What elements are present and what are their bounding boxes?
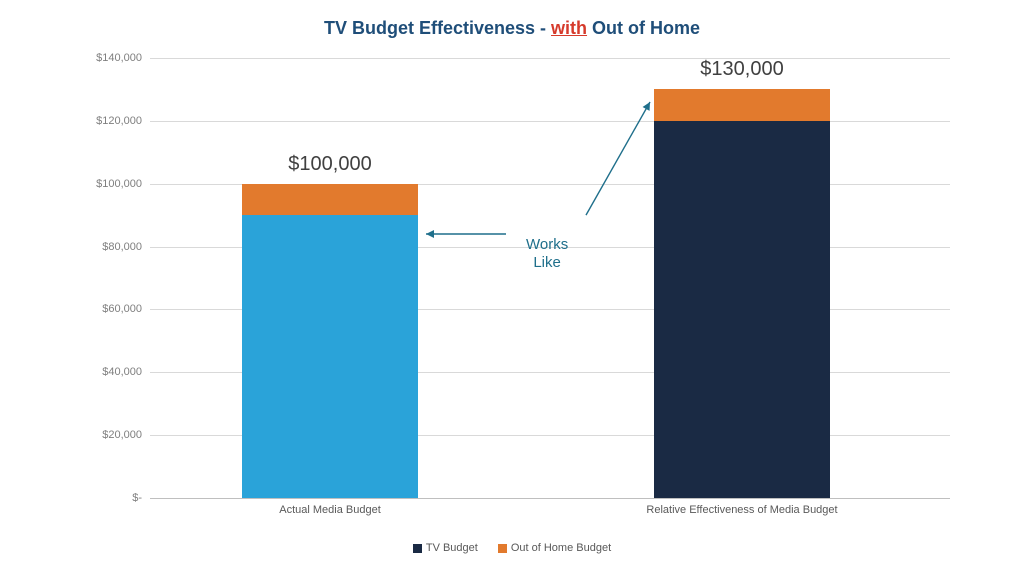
bar-group: $130,000	[654, 89, 830, 498]
y-tick-label: $100,000	[72, 178, 142, 190]
gridline	[150, 58, 950, 59]
y-tick-label: $-	[72, 492, 142, 504]
y-tick-label: $120,000	[72, 115, 142, 127]
y-tick-label: $20,000	[72, 429, 142, 441]
legend-label: TV Budget	[426, 542, 478, 554]
plot-area: $100,000 $130,000	[150, 58, 950, 498]
bar-group: $100,000	[242, 184, 418, 498]
legend-swatch	[498, 544, 507, 553]
bar-segment	[654, 89, 830, 120]
legend: TV Budget Out of Home Budget	[0, 542, 1024, 554]
title-suffix: Out of Home	[587, 18, 700, 38]
y-tick-label: $60,000	[72, 303, 142, 315]
legend-label: Out of Home Budget	[511, 542, 611, 554]
x-tick-label: Relative Effectiveness of Media Budget	[646, 504, 837, 516]
chart-container: TV Budget Effectiveness - with Out of Ho…	[0, 0, 1024, 576]
legend-item: TV Budget	[413, 542, 478, 554]
x-tick-label: Actual Media Budget	[279, 504, 381, 516]
legend-item: Out of Home Budget	[498, 542, 611, 554]
bar-segment	[242, 215, 418, 498]
bar-total-label: $130,000	[700, 58, 783, 81]
bar-total-label: $100,000	[288, 153, 371, 176]
y-tick-label: $40,000	[72, 366, 142, 378]
title-emphasis: with	[551, 18, 587, 38]
bar-segment	[242, 184, 418, 215]
y-tick-label: $140,000	[72, 52, 142, 64]
chart-title: TV Budget Effectiveness - with Out of Ho…	[0, 18, 1024, 39]
legend-swatch	[413, 544, 422, 553]
bar-segment	[654, 121, 830, 498]
title-prefix: TV Budget Effectiveness -	[324, 18, 551, 38]
gridline	[150, 121, 950, 122]
y-tick-label: $80,000	[72, 241, 142, 253]
works-like-annotation: Works Like	[526, 236, 568, 272]
